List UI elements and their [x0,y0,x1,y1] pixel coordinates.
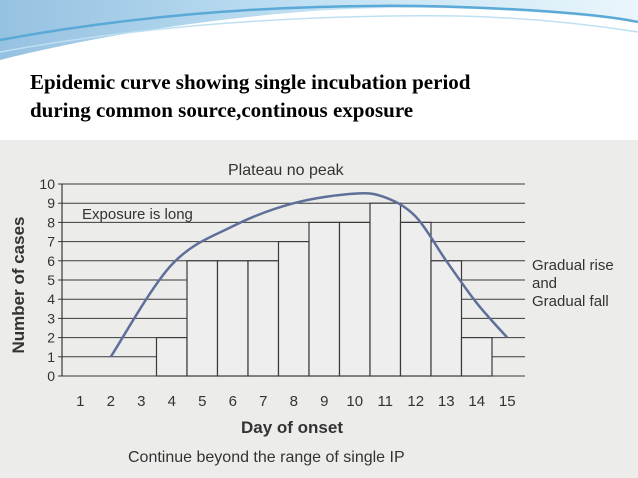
slide-title-line-1: Epidemic curve showing single incubation… [30,70,471,94]
bar [460,337,493,377]
x-tick-label: 9 [320,393,328,410]
bar [369,202,402,377]
x-tick-label: 7 [259,393,267,410]
annotation-plateau: Plateau no peak [228,162,345,179]
x-tick-label: 12 [407,393,424,410]
annotation-and: and [532,275,557,292]
bar [216,260,249,377]
epidemic-curve-line [109,192,509,358]
y-axis-label: Number of cases [9,217,28,354]
bar [155,337,188,377]
x-tick-label: 13 [438,393,455,410]
bar-layer [155,202,493,377]
curve-layer [109,192,509,358]
annotation-bottom: Continue beyond the range of single IP [128,449,405,466]
y-tick-label: 3 [47,310,55,326]
header-wave-line-light [0,15,638,53]
x-tick-label: 11 [377,393,393,410]
x-tick-label: 14 [468,393,485,410]
y-tick-label: 4 [47,291,55,307]
y-tick-label: 7 [47,234,55,250]
y-tick-label: 0 [47,368,55,384]
x-tick-label: 6 [229,393,237,410]
x-tick-label: 10 [346,393,363,410]
annotation-gradual-fall: Gradual fall [532,293,609,310]
x-tick-label: 2 [107,393,115,410]
bar [308,221,341,377]
y-tick-label: 2 [47,330,55,346]
y-tick-label: 10 [39,176,55,192]
bar [277,241,310,377]
bar [247,260,280,377]
bar [399,221,432,377]
x-tick-label: 1 [76,393,84,410]
x-tick-label: 15 [499,393,516,410]
bar [338,221,371,377]
header-wave-line [0,4,638,42]
y-tick-label: 9 [47,195,55,211]
annotation-gradual-rise: Gradual rise [532,257,614,274]
header-wave-band [0,0,638,60]
bar [186,260,219,377]
y-tick-label: 8 [47,214,55,230]
annotation-exposure: Exposure is long [82,206,193,223]
y-tick-label: 6 [47,253,55,269]
slide-title-line-2: during common source,continous exposure [30,98,414,122]
y-tick-label: 1 [47,349,55,365]
x-tick-label: 8 [290,393,298,410]
slide-title: Epidemic curve showing single incubation… [30,68,620,124]
y-tick-label: 5 [47,272,55,288]
x-axis-label: Day of onset [241,418,343,437]
x-tick-label: 4 [168,393,176,410]
x-tick-label: 3 [137,393,145,410]
label-layer: Plateau no peak Exposure is long Gradual… [9,162,614,466]
x-tick-label: 5 [198,393,206,410]
